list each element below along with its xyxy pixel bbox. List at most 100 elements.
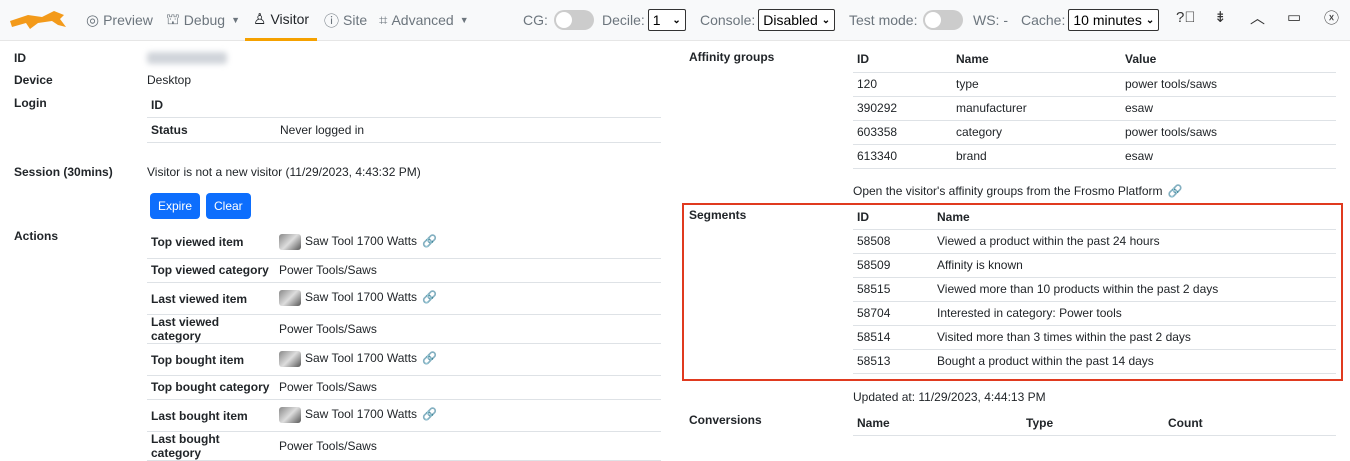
- visitor-id-redacted: [147, 52, 227, 64]
- caret-down-icon: ▼: [459, 15, 469, 25]
- toolbar: ◎ Preview ⛫ Debug ▼ ♙ Visitor ⓘ Site ⌗ Advance…: [0, 0, 1350, 41]
- help-icon[interactable]: ?⃝: [1176, 8, 1196, 26]
- product-thumbnail: [279, 233, 301, 250]
- device-value: Desktop: [147, 73, 192, 87]
- segment-row: 58514 Visited more than 3 times within th…: [853, 325, 1336, 349]
- action-value: Power Tools/Saws: [279, 321, 377, 336]
- chevron-down-icon: ⌄: [1145, 14, 1155, 26]
- segments-table: ID Name 58508 Viewed a product within the …: [853, 205, 1336, 374]
- action-row: Top viewed item Saw Tool 1700 Watts 🔗: [147, 226, 661, 258]
- conversions-table: Name Type Count: [853, 411, 1336, 436]
- action-item: Saw Tool 1700 Watts 🔗: [275, 226, 661, 258]
- login-status-value: Never logged in: [280, 122, 365, 137]
- login-status-label: Status: [151, 122, 188, 137]
- chevron-down-icon: ⌄: [672, 14, 681, 26]
- info-icon: ⓘ: [324, 12, 340, 30]
- segments-label: Segments: [689, 208, 747, 222]
- clear-button[interactable]: Clear: [206, 193, 251, 219]
- action-value: Power Tools/Saws: [279, 438, 377, 453]
- action-label: Last viewed category: [151, 314, 220, 343]
- link-icon[interactable]: 🔗: [422, 407, 438, 422]
- action-row: Last bought item Saw Tool 1700 Watts 🔗: [147, 399, 661, 431]
- action-item: Saw Tool 1700 Watts 🔗: [275, 399, 661, 431]
- session-label: Session (30mins): [14, 165, 113, 179]
- cache-select[interactable]: 10 minutes ⌄: [1068, 9, 1160, 31]
- bug-icon: ⛫: [166, 10, 180, 28]
- action-row: Top viewed category Power Tools/Saws: [147, 258, 661, 282]
- action-row: Top bought category Power Tools/Saws: [147, 375, 661, 399]
- user-icon: ♙: [253, 11, 267, 28]
- tab-visitor[interactable]: ♙ Visitor: [245, 0, 318, 41]
- action-value: Power Tools/Saws: [279, 380, 377, 394]
- login-label: Login: [14, 96, 47, 110]
- caret-down-icon: ▼: [231, 15, 240, 25]
- affinity-row: 613340 brand esaw: [853, 144, 1336, 168]
- tab-debug[interactable]: ⛫ Debug ▼: [166, 10, 240, 29]
- action-label: Top viewed category: [151, 263, 269, 277]
- link-icon: 🔗: [1167, 184, 1183, 198]
- conversions-label: Conversions: [689, 413, 762, 427]
- segments-highlight: [682, 203, 1343, 381]
- chip-icon: ⌗: [379, 11, 388, 29]
- cg-control: CG:: [523, 0, 594, 40]
- action-item: Saw Tool 1700 Watts 🔗: [275, 282, 661, 314]
- ws-status: WS: -: [973, 12, 1008, 28]
- tab-site[interactable]: ⓘ Site: [324, 0, 367, 40]
- affinity-row: 603358 category power tools/saws: [853, 120, 1336, 144]
- action-row: Last bought category Power Tools/Saws: [147, 431, 661, 460]
- close-icon[interactable]: ⓧ: [1324, 9, 1340, 27]
- cg-toggle[interactable]: [553, 10, 594, 30]
- segment-row: 58508 Viewed a product within the past 24…: [853, 229, 1336, 253]
- login-id-label: ID: [151, 97, 163, 112]
- device-label: Device: [14, 73, 53, 87]
- segments-updated: Updated at: 11/29/2023, 4:44:13 PM: [853, 390, 1046, 404]
- link-icon[interactable]: 🔗: [422, 233, 438, 248]
- action-row: Top bought item Saw Tool 1700 Watts 🔗: [147, 343, 661, 375]
- action-label: Top bought category: [151, 380, 270, 394]
- affinity-row: 390292 manufacturer esaw: [853, 96, 1336, 120]
- product-thumbnail: [279, 290, 301, 306]
- action-value: Power Tools/Saws: [279, 263, 377, 277]
- segment-row: 58509 Affinity is known: [853, 253, 1336, 277]
- segment-row: 58515 Viewed more than 10 products within…: [853, 277, 1336, 301]
- login-table: ID Status Never logged in: [147, 93, 661, 143]
- action-label: Last bought category: [151, 431, 220, 460]
- action-label: Last bought item: [151, 408, 248, 423]
- action-label: Top viewed item: [151, 235, 244, 249]
- link-icon[interactable]: 🔗: [422, 290, 438, 305]
- product-thumbnail: [279, 407, 301, 423]
- chevron-down-icon: ⌄: [821, 14, 831, 26]
- segment-row: 58704 Interested in category: Power tools: [853, 301, 1336, 325]
- action-row: Last viewed item Saw Tool 1700 Watts 🔗: [147, 282, 661, 314]
- segment-row: 58513 Bought a product within the past 14…: [853, 349, 1336, 373]
- affinity-groups-label: Affinity groups: [689, 50, 775, 64]
- expire-button[interactable]: Expire: [150, 193, 201, 219]
- affinity-row: 120 type power tools/saws: [853, 72, 1336, 96]
- action-label: Last viewed item: [151, 291, 248, 306]
- actions-label: Actions: [14, 229, 59, 243]
- test-mode-control: Test mode:: [849, 0, 964, 40]
- console-control: Console: Disabled ⌄: [700, 0, 836, 40]
- action-row: Last viewed category Power Tools/Saws: [147, 314, 661, 343]
- tab-preview[interactable]: ◎ Preview: [86, 12, 153, 29]
- console-select[interactable]: Disabled ⌄: [758, 9, 836, 31]
- test-mode-toggle[interactable]: [923, 10, 964, 30]
- eye-icon: ◎: [86, 12, 100, 29]
- chevron-up-icon[interactable]: ︿: [1250, 9, 1266, 27]
- action-item: Saw Tool 1700 Watts 🔗: [275, 343, 661, 375]
- session-value: Visitor is not a new visitor (11/29/2023…: [147, 165, 421, 179]
- frosmo-logo[interactable]: [8, 0, 72, 40]
- decile-control: Decile: 1 ⌄: [602, 0, 686, 40]
- id-label: ID: [14, 51, 26, 65]
- collapse-icon[interactable]: ⇟: [1214, 9, 1227, 26]
- product-thumbnail: [279, 351, 301, 367]
- affinity-platform-link[interactable]: Open the visitor's affinity groups from …: [853, 184, 1183, 198]
- actions-table: Top viewed item Saw Tool 1700 Watts 🔗 Top v…: [147, 226, 661, 461]
- cache-control: Cache: 10 minutes ⌄: [1021, 0, 1160, 40]
- window-icon[interactable]: ▭: [1287, 9, 1302, 26]
- tab-advanced[interactable]: ⌗ Advanced ▼: [379, 11, 469, 29]
- action-label: Top bought item: [151, 352, 245, 367]
- link-icon[interactable]: 🔗: [422, 351, 438, 366]
- decile-select[interactable]: 1 ⌄: [647, 9, 686, 31]
- affinity-table: ID Name Value 120 type power tools/saws 39029…: [853, 47, 1336, 169]
